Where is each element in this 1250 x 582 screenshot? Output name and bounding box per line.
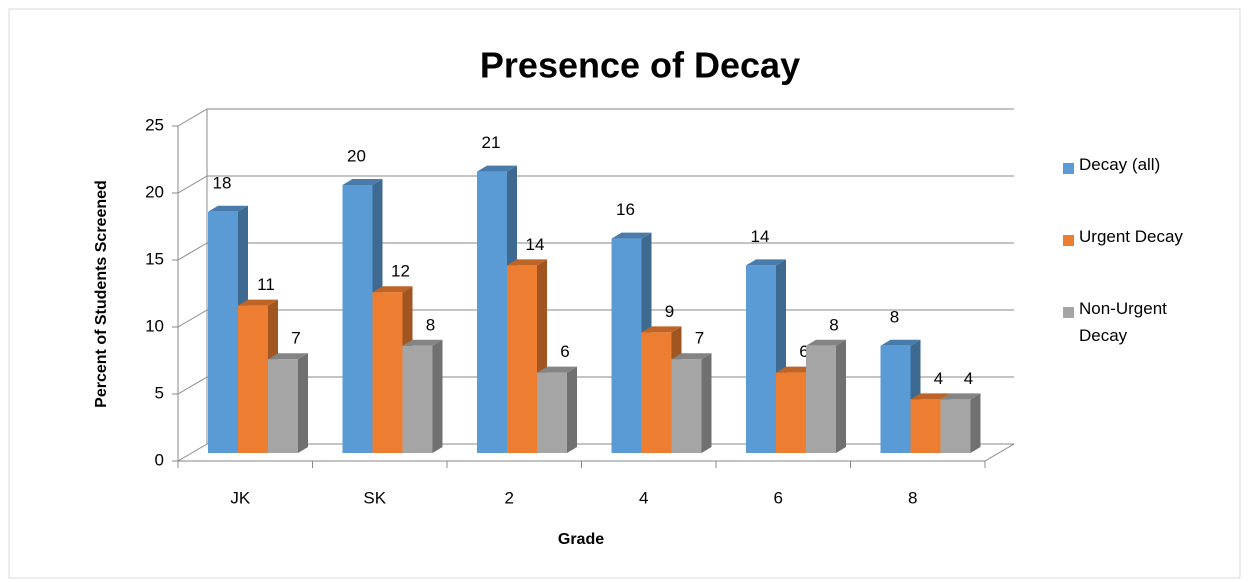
bar (402, 345, 433, 453)
x-tick-label: 4 (639, 488, 648, 507)
bar-side (298, 353, 308, 453)
bar-side (836, 339, 846, 453)
data-label: 8 (426, 315, 435, 334)
legend-swatch (1063, 235, 1074, 246)
bar (671, 359, 702, 453)
data-label: 9 (665, 302, 674, 321)
bar-top (671, 353, 712, 360)
bar (806, 345, 836, 453)
x-tick-label: 8 (908, 488, 917, 507)
data-label: 7 (695, 329, 704, 348)
grid-line (177, 242, 208, 261)
bar (611, 238, 642, 453)
bar-top (507, 259, 547, 266)
bar (477, 171, 507, 453)
bar-side (432, 339, 443, 453)
bar-top (641, 326, 682, 333)
bar (372, 292, 403, 453)
bar-top (342, 179, 383, 185)
data-label: 4 (964, 369, 973, 388)
data-label: 7 (291, 329, 300, 348)
bar-top (537, 366, 577, 373)
data-label: 6 (799, 342, 808, 361)
legend-label: Decay (all) (1079, 155, 1161, 174)
y-tick-label: 0 (155, 450, 164, 469)
bar-top (940, 393, 981, 400)
data-label: 4 (934, 369, 943, 388)
bar-top (268, 353, 308, 360)
data-label: 8 (829, 315, 838, 334)
data-label: 16 (616, 200, 635, 219)
grid-line (177, 175, 208, 194)
bar (910, 399, 941, 453)
legend-item: Urgent Decay (1079, 227, 1183, 246)
bar-side (701, 353, 712, 453)
bar (342, 185, 373, 453)
bar (208, 211, 238, 453)
bar (940, 399, 971, 453)
legend-item: Non-Urgent Decay (1079, 299, 1167, 345)
bar-top (746, 259, 786, 266)
bar (537, 372, 567, 453)
bar-top (372, 286, 413, 293)
x-tick-label: SK (363, 488, 386, 507)
bar-side (970, 393, 981, 453)
x-tick-label: 6 (774, 488, 783, 507)
data-label: 12 (391, 262, 410, 281)
bar-top (910, 393, 951, 400)
y-tick-label: 25 (145, 115, 164, 134)
legend-label: Non-Urgent Decay (1079, 299, 1167, 345)
bar-top (208, 205, 248, 212)
bar (507, 265, 537, 453)
y-tick-label: 5 (155, 383, 164, 402)
data-label: 21 (482, 133, 501, 152)
bar-top (880, 339, 921, 346)
bar-top (238, 299, 278, 306)
grid-line (177, 443, 208, 462)
legend-swatch (1063, 163, 1074, 174)
x-tick-label: 2 (505, 488, 514, 507)
bar (776, 372, 806, 453)
bar (238, 305, 268, 453)
grid-line (177, 376, 208, 395)
legend-swatch (1063, 307, 1074, 318)
data-label: 20 (347, 146, 366, 165)
chart-title: Presence of Decay (480, 45, 800, 86)
bar (880, 345, 911, 453)
bar (746, 265, 776, 453)
grid-line (177, 309, 208, 328)
data-label: 8 (890, 307, 899, 326)
x-axis-label: Grade (558, 531, 604, 548)
data-label: 14 (751, 227, 770, 246)
bar-top (402, 339, 443, 346)
y-tick-label: 15 (145, 249, 164, 268)
bar (641, 332, 672, 453)
data-label: 6 (560, 342, 569, 361)
legend-item: Decay (all) (1079, 155, 1161, 174)
y-tick-label: 10 (145, 316, 164, 335)
bar (268, 359, 298, 453)
legend-label: Urgent Decay (1079, 227, 1183, 246)
grid-line (177, 108, 208, 127)
data-label: 18 (213, 173, 232, 192)
bar-top (611, 232, 652, 239)
y-tick-label: 20 (145, 182, 164, 201)
y-axis-label: Percent of Students Screened (93, 180, 110, 408)
data-label: 14 (526, 235, 545, 254)
bar-top (477, 165, 517, 172)
x-tick-label: JK (230, 488, 251, 507)
bar-side (567, 366, 577, 453)
bar-top (806, 339, 846, 346)
data-label: 11 (257, 275, 275, 294)
